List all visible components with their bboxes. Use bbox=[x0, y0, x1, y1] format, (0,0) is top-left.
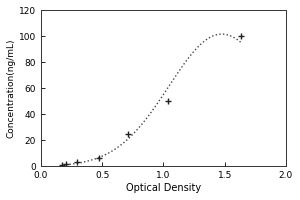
Y-axis label: Concentration(ng/mL): Concentration(ng/mL) bbox=[7, 39, 16, 138]
X-axis label: Optical Density: Optical Density bbox=[126, 183, 201, 193]
